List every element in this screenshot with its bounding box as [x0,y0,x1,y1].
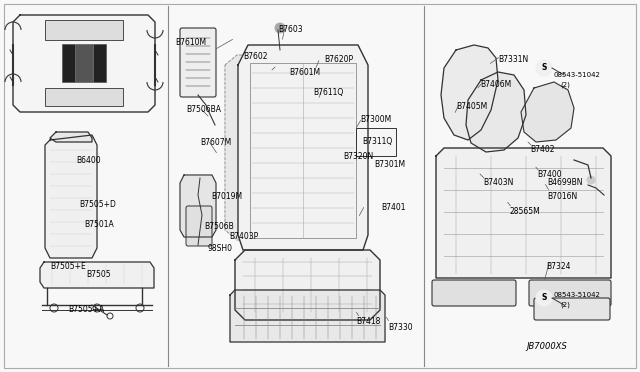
Text: B7505+D: B7505+D [79,200,116,209]
Polygon shape [441,45,498,140]
Text: B7406M: B7406M [480,80,511,89]
Text: B7401: B7401 [381,203,406,212]
Text: B7505+E: B7505+E [50,262,86,271]
Text: B7611Q: B7611Q [313,88,343,97]
Polygon shape [466,72,526,152]
Text: B7019M: B7019M [211,192,242,201]
Text: B7620P: B7620P [324,55,353,64]
Bar [45,20,123,40]
Polygon shape [521,82,574,142]
Circle shape [536,60,552,76]
Text: B7505: B7505 [86,270,111,279]
Text: B7311Q: B7311Q [362,137,392,146]
Bar [62,44,106,82]
Bar [75,44,93,82]
Circle shape [587,176,595,184]
Bar [45,88,123,106]
Text: B7506BA: B7506BA [186,105,221,114]
Polygon shape [235,250,380,320]
Text: (2): (2) [560,82,570,89]
FancyBboxPatch shape [186,206,212,246]
Text: B6400: B6400 [76,156,100,165]
Polygon shape [230,290,385,342]
Polygon shape [50,132,92,142]
Text: B7403P: B7403P [229,232,259,241]
Polygon shape [436,148,611,278]
Text: JB7000XS: JB7000XS [526,342,567,351]
Circle shape [275,23,285,33]
Text: B7400: B7400 [537,170,562,179]
FancyBboxPatch shape [529,280,611,306]
Text: B7601M: B7601M [289,68,320,77]
Text: 08543-51042: 08543-51042 [554,72,601,78]
Text: B7418: B7418 [356,317,380,326]
Text: B7501A: B7501A [84,220,114,229]
Text: B7405M: B7405M [456,102,487,111]
FancyBboxPatch shape [432,280,516,306]
Polygon shape [45,135,97,258]
Text: B7320N: B7320N [343,152,373,161]
Text: B7505+A: B7505+A [68,305,104,314]
Text: B7602: B7602 [243,52,268,61]
Polygon shape [180,175,216,237]
Text: 28565M: 28565M [509,207,540,216]
Polygon shape [40,262,154,288]
Text: B7607M: B7607M [200,138,231,147]
Text: (2): (2) [560,302,570,308]
Text: B7331N: B7331N [498,55,528,64]
Text: 08543-51042: 08543-51042 [554,292,601,298]
Text: B7610M: B7610M [175,38,206,47]
Text: B7402: B7402 [530,145,554,154]
Bar [356,128,396,156]
FancyBboxPatch shape [180,28,216,97]
Text: B7324: B7324 [546,262,570,271]
Text: B7403N: B7403N [483,178,513,187]
Text: B7016N: B7016N [547,192,577,201]
Polygon shape [238,45,368,250]
Circle shape [536,290,552,306]
Polygon shape [225,55,325,240]
Text: B7603: B7603 [278,25,303,34]
Polygon shape [13,15,155,112]
Text: B7330: B7330 [388,323,413,332]
Text: B7506B: B7506B [204,222,234,231]
Text: B7301M: B7301M [374,160,405,169]
Text: B7300M: B7300M [360,115,391,124]
FancyBboxPatch shape [534,298,610,320]
Text: 98SH0: 98SH0 [207,244,232,253]
Text: S: S [541,294,547,302]
Text: S: S [541,64,547,73]
Bar [250,63,356,238]
Text: B4699BN: B4699BN [547,178,582,187]
